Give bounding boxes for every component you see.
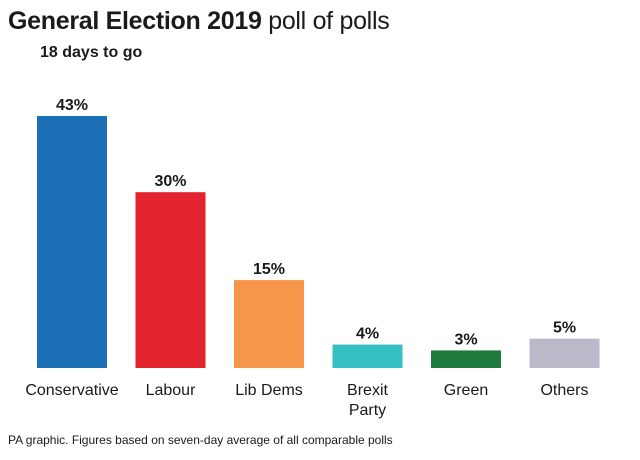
value-label: 43% [56,97,88,114]
bar-lib-dems [234,280,304,368]
category-label: Labour [146,382,196,399]
value-label: 15% [253,261,285,278]
value-label: 3% [454,331,477,348]
chart-title: General Election 2019 poll of polls [8,6,390,36]
bar-others [529,338,600,368]
value-label: 30% [154,173,186,190]
value-label: 4% [356,326,379,343]
category-label: Others [540,382,588,399]
category-label: Lib Dems [235,382,303,399]
category-label: Conservative [25,382,118,399]
category-label: Brexit Party [347,382,388,419]
chart-title-bold: General Election 2019 [8,7,262,35]
value-label: 5% [553,320,576,337]
bar-labour [135,192,206,368]
chart-subtitle: 18 days to go [40,44,143,61]
chart-title-light: poll of polls [268,7,390,35]
bar-conservative [37,116,107,368]
category-label: Green [444,382,488,399]
bar-chart: 43% Conservative 30% Labour 15% Lib Dems 4% Bre… [25,97,600,419]
bar-green [431,350,501,368]
source-note: PA graphic. Figures based on seven-day a… [8,433,393,447]
bar-brexit-party [332,344,403,368]
